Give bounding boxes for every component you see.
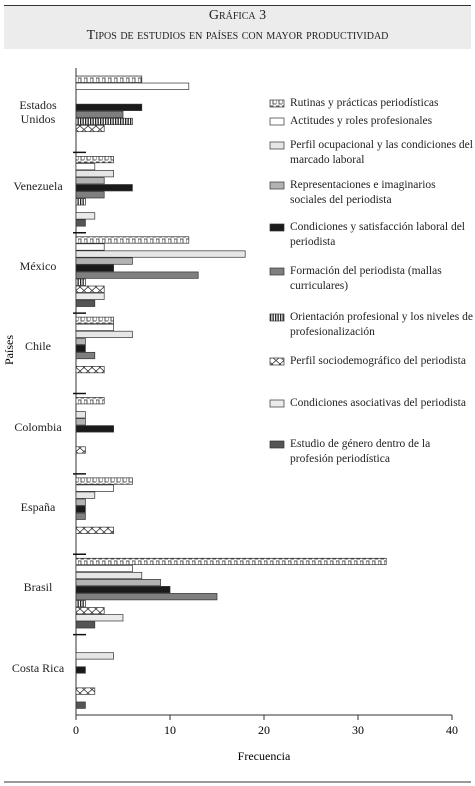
bar bbox=[75, 292, 105, 300]
bar bbox=[75, 564, 133, 573]
bar bbox=[75, 621, 96, 629]
legend-swatch bbox=[269, 99, 285, 108]
bar bbox=[75, 257, 133, 265]
x-tick-label: 10 bbox=[164, 723, 176, 737]
bar bbox=[75, 278, 86, 286]
bar bbox=[75, 571, 143, 580]
bar bbox=[75, 198, 86, 206]
chart-subtitle: Tipos de estudios en países con mayor pr… bbox=[86, 28, 389, 43]
y-axis-label: Países bbox=[2, 335, 16, 365]
bar bbox=[75, 484, 114, 492]
bar bbox=[75, 687, 96, 695]
bar bbox=[75, 82, 190, 90]
bar bbox=[75, 512, 86, 520]
bar bbox=[75, 184, 133, 192]
legend-swatch bbox=[269, 399, 285, 408]
x-tick-label: 30 bbox=[352, 723, 364, 737]
bar bbox=[75, 600, 86, 608]
bar bbox=[75, 344, 86, 353]
bar bbox=[75, 418, 86, 426]
bar bbox=[75, 75, 143, 83]
legend-swatch bbox=[269, 357, 285, 366]
y-tick-label: Estados Unidos bbox=[19, 98, 57, 127]
bar bbox=[75, 177, 105, 185]
bar bbox=[75, 607, 105, 615]
legend-swatch bbox=[269, 440, 285, 449]
bar bbox=[75, 316, 114, 324]
bar bbox=[75, 243, 105, 251]
legend-label: Rutinas y prácticas periodísticas bbox=[290, 97, 439, 109]
y-tick-label: Brasil bbox=[23, 580, 53, 595]
bar bbox=[75, 156, 114, 164]
chart-title: Gráfica 3 bbox=[208, 8, 267, 23]
bar bbox=[75, 366, 105, 374]
bar bbox=[75, 250, 246, 258]
bar bbox=[75, 579, 161, 587]
bar bbox=[75, 323, 114, 331]
legend-swatch bbox=[269, 267, 285, 276]
bar bbox=[75, 614, 124, 622]
legend-swatch bbox=[269, 141, 285, 150]
bar bbox=[75, 191, 105, 199]
bar bbox=[75, 285, 105, 293]
legend-label: Representaciones e imaginarios sociales … bbox=[290, 179, 436, 206]
legend-label: Estudio de género dentro de la profesión… bbox=[290, 438, 431, 465]
y-tick-label: Colombia bbox=[14, 419, 62, 434]
bar bbox=[75, 337, 86, 346]
x-tick-label: 0 bbox=[73, 723, 79, 737]
y-tick-label: México bbox=[19, 258, 57, 273]
legend-swatch bbox=[269, 313, 285, 322]
bar bbox=[75, 593, 218, 601]
bar bbox=[75, 124, 105, 133]
bar bbox=[75, 299, 96, 307]
bar bbox=[75, 271, 199, 279]
bar bbox=[75, 557, 387, 566]
bar bbox=[75, 170, 114, 178]
legend-swatch bbox=[269, 223, 285, 232]
bar bbox=[75, 526, 114, 534]
bar bbox=[75, 666, 86, 674]
legend-swatch bbox=[269, 117, 285, 126]
bar bbox=[75, 351, 96, 360]
bar bbox=[75, 117, 133, 126]
legend-swatch bbox=[269, 181, 285, 190]
bar bbox=[75, 212, 96, 220]
bar bbox=[75, 652, 114, 660]
header bbox=[4, 5, 471, 49]
bar bbox=[75, 491, 96, 499]
legend-label: Formación del periodista (mallas curricu… bbox=[290, 265, 442, 292]
x-tick-label: 40 bbox=[446, 723, 458, 737]
bar bbox=[75, 498, 86, 506]
bar bbox=[75, 411, 86, 419]
bar bbox=[75, 163, 96, 171]
bar bbox=[75, 701, 86, 709]
bar bbox=[75, 586, 171, 594]
x-tick-label: 20 bbox=[258, 723, 270, 737]
bar bbox=[75, 397, 105, 405]
y-tick-label: Chile bbox=[25, 339, 51, 354]
y-tick-label: Venezuela bbox=[13, 178, 63, 193]
legend-label: Actitudes y roles profesionales bbox=[290, 115, 433, 127]
legend-label: Condiciones y satisfacción laboral del p… bbox=[290, 221, 466, 248]
bar bbox=[75, 236, 190, 244]
x-axis-label: Frecuencia bbox=[238, 749, 291, 763]
legend-label: Orientación profesional y los niveles de… bbox=[290, 311, 473, 338]
bar bbox=[75, 110, 124, 118]
bar bbox=[75, 505, 86, 513]
bar bbox=[75, 446, 86, 454]
bar bbox=[75, 330, 133, 338]
bar bbox=[75, 264, 114, 272]
bar bbox=[75, 219, 86, 227]
bar bbox=[75, 477, 133, 485]
y-tick-label: España bbox=[20, 500, 56, 515]
legend-label: Condiciones asociativas del periodista bbox=[290, 397, 466, 409]
y-tick-label: Costa Rica bbox=[11, 660, 65, 675]
bar bbox=[75, 103, 143, 111]
bar bbox=[75, 425, 114, 433]
legend-label: Perfil sociodemográfico del periodista bbox=[290, 355, 466, 367]
legend-label: Perfil ocupacional y las condiciones del… bbox=[290, 139, 473, 166]
